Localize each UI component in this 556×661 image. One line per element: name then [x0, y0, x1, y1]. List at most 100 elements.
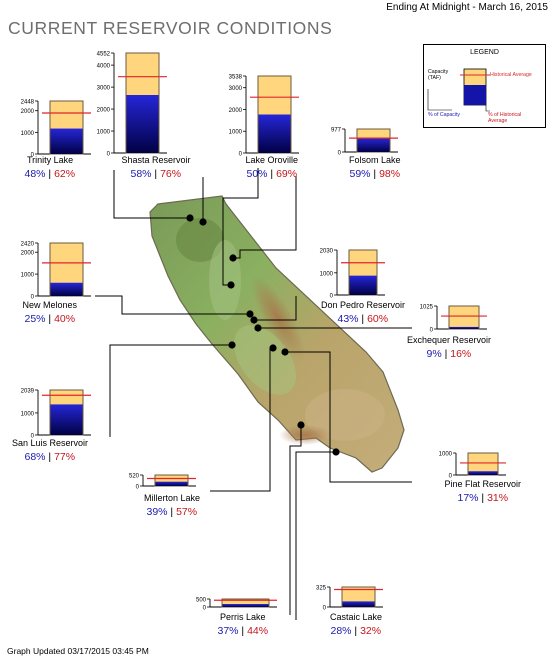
pine-flat-reservoir-percentages: 17% | 31%: [458, 492, 509, 504]
millerton-lake-pct-separator: |: [167, 506, 177, 518]
lake-oroville-tick-label: 1000: [229, 130, 243, 136]
new-melones-storage-bar: [50, 282, 83, 296]
millerton-lake-tick-label: 520: [129, 474, 140, 480]
don-pedro-reservoir-pct-capacity: 43%: [337, 313, 359, 325]
new-melones-pct-separator: |: [45, 313, 55, 325]
trinity-lake-pct-capacity: 48%: [24, 168, 46, 180]
castaic-lake-tick-label: 325: [316, 586, 327, 592]
legend-historical-label: Historical Average: [490, 72, 532, 78]
trinity-lake-storage-bar: [50, 128, 83, 154]
millerton-lake-pct-historical: 57%: [176, 506, 198, 518]
san-joaquin-valley: [233, 325, 297, 395]
pine-flat-reservoir-storage-bar: [468, 471, 498, 475]
millerton-lake-storage-bar: [155, 481, 188, 486]
updated-timestamp: Graph Updated 03/17/2015 03:45 PM: [7, 646, 149, 656]
don-pedro-reservoir-tick-label: 0: [330, 294, 334, 300]
legend-pct-historical-label: % of Historical Average: [488, 112, 522, 124]
san-luis-reservoir-percentages: 68% | 77%: [25, 451, 76, 463]
lake-oroville-percentages: 50% | 69%: [247, 168, 298, 180]
new-melones-tick-label: 0: [31, 295, 35, 301]
legend-bracket-right: [485, 105, 490, 112]
san-luis-reservoir-connector: [109, 344, 232, 437]
don-pedro-reservoir-pct-historical: 60%: [367, 313, 389, 325]
shasta-reservoir-tick-label: 0: [107, 152, 111, 158]
trinity-lake-name: Trinity Lake: [27, 155, 74, 165]
perris-lake-storage-bar: [222, 604, 269, 607]
lake-oroville-tick-label: 3000: [229, 86, 243, 92]
exchequer-reservoir-capacity-bar: [448, 305, 480, 330]
new-melones-tick-label: 1000: [21, 273, 35, 279]
castaic-lake-percentages: 28% | 32%: [331, 625, 382, 637]
perris-lake-location-dot: [297, 421, 305, 429]
don-pedro-reservoir-tick-label: 2030: [320, 249, 334, 255]
don-pedro-reservoir-location-dot: [250, 316, 258, 324]
pine-flat-reservoir-connector: [285, 351, 412, 483]
transverse-ranges: [279, 425, 331, 445]
shasta-reservoir-name: Shasta Reservoir: [121, 155, 191, 165]
trinity-lake-connector: [113, 170, 190, 219]
new-melones-percentages: 25% | 40%: [25, 313, 76, 325]
exchequer-reservoir-percentages: 9% | 16%: [427, 348, 472, 360]
trinity-lake-pct-separator: |: [45, 168, 55, 180]
perris-lake-pct-historical: 44%: [247, 625, 269, 637]
san-luis-reservoir-pct-capacity: 68%: [24, 451, 46, 463]
new-melones-pct-capacity: 25%: [24, 313, 46, 325]
new-melones-chart: 2420 2000 1000 0: [21, 242, 91, 301]
sierra-nevada: [251, 275, 305, 361]
exchequer-reservoir-pct-capacity: 9%: [426, 348, 442, 360]
lake-oroville-location-dot: [227, 281, 235, 289]
perris-lake-tick-label: 500: [196, 598, 207, 604]
pine-flat-reservoir-pct-capacity: 17%: [457, 492, 479, 504]
shasta-reservoir-pct-separator: |: [151, 168, 161, 180]
don-pedro-reservoir-connector: [254, 296, 297, 321]
lake-oroville-chart: 3538 3000 2000 1000 0: [229, 75, 299, 158]
castaic-lake-name: Castaic Lake: [330, 612, 383, 622]
shasta-reservoir-percentages: 58% | 76%: [131, 168, 182, 180]
connector-lines: [95, 168, 412, 620]
mojave-desert: [305, 389, 385, 441]
perris-lake-percentages: 37% | 44%: [218, 625, 269, 637]
pine-flat-reservoir-chart: 1000 0: [439, 452, 506, 480]
millerton-lake-pct-capacity: 39%: [146, 506, 168, 518]
folsom-lake-pct-capacity: 59%: [349, 168, 371, 180]
castaic-lake-chart: 325 0: [316, 586, 383, 612]
exchequer-reservoir-chart: 1025 0: [420, 305, 487, 334]
new-melones-connector: [95, 295, 250, 315]
legend-bracket: [427, 89, 452, 111]
perris-lake-pct-capacity: 37%: [217, 625, 239, 637]
castaic-lake-storage-bar: [342, 601, 375, 607]
millerton-lake-location-dot: [269, 344, 277, 352]
legend-sample: [427, 68, 490, 112]
exchequer-reservoir-pct-historical: 16%: [450, 348, 472, 360]
san-luis-reservoir-pct-historical: 77%: [54, 451, 76, 463]
exchequer-reservoir-tick-label: 1025: [420, 305, 434, 311]
lake-oroville-pct-separator: |: [267, 168, 277, 180]
shasta-reservoir-pct-capacity: 58%: [130, 168, 152, 180]
lake-oroville-tick-label: 2000: [229, 108, 243, 114]
shasta-reservoir-pct-historical: 76%: [160, 168, 182, 180]
don-pedro-reservoir-name: Don Pedro Reservoir: [321, 300, 406, 310]
millerton-lake-tick-label: 0: [136, 485, 140, 491]
trinity-lake-tick-label: 1000: [21, 131, 35, 137]
don-pedro-reservoir-chart: 2030 1000 0: [320, 249, 385, 300]
folsom-lake-pct-historical: 98%: [379, 168, 401, 180]
lake-oroville-connector: [222, 168, 259, 286]
new-melones-tick-label: 2420: [21, 242, 35, 248]
lake-oroville-pct-historical: 69%: [276, 168, 298, 180]
legend-title: LEGEND: [470, 49, 499, 56]
san-luis-reservoir-pct-separator: |: [45, 451, 55, 463]
california-map: [149, 195, 405, 473]
new-melones-name: New Melones: [22, 300, 78, 310]
folsom-lake-pct-separator: |: [370, 168, 380, 180]
trinity-lake-pct-historical: 62%: [54, 168, 76, 180]
don-pedro-reservoir-pct-separator: |: [358, 313, 368, 325]
millerton-lake-name: Millerton Lake: [144, 493, 201, 503]
castaic-lake-pct-capacity: 28%: [330, 625, 352, 637]
folsom-lake-chart: 977 0: [331, 128, 398, 157]
shasta-reservoir-chart: 4552 4000 3000 2000 1000 0: [97, 52, 167, 158]
millerton-lake-chart: 520 0: [129, 474, 196, 491]
legend-pct-capacity-label: % of Capacity: [428, 112, 461, 118]
folsom-lake-name: Folsom Lake: [349, 155, 401, 165]
castaic-lake-pct-separator: |: [351, 625, 361, 637]
